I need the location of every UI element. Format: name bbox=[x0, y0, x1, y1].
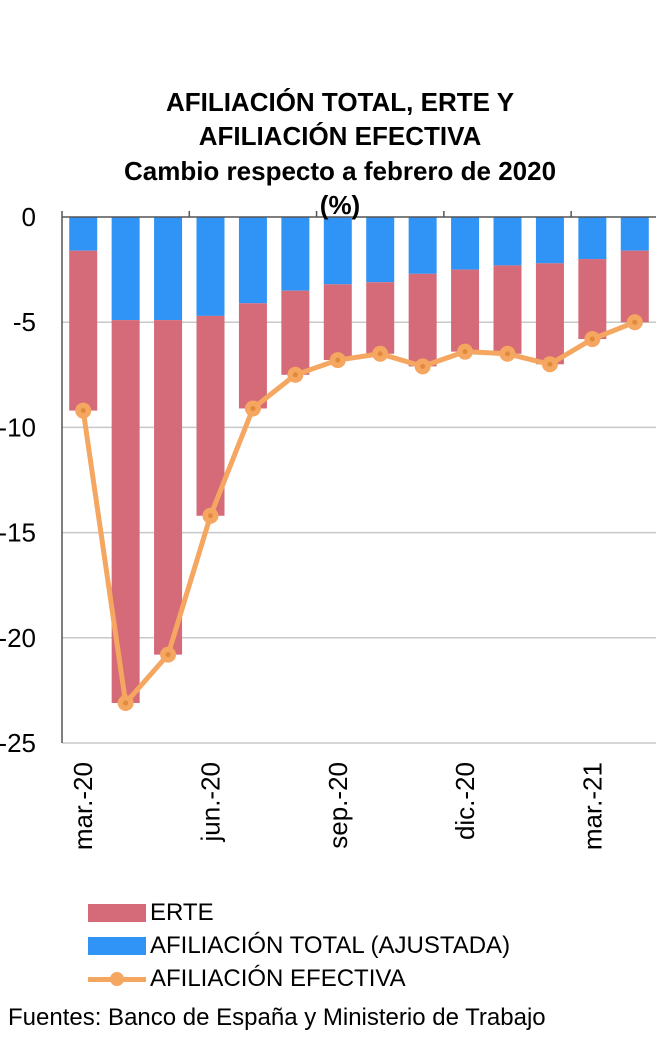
legend: ERTE AFILIACIÓN TOTAL (AJUSTADA) AFILIAC… bbox=[88, 896, 510, 995]
title-line-2: AFILIACIÓN EFECTIVA bbox=[199, 121, 482, 151]
gridlines bbox=[62, 321, 656, 744]
chart-title: AFILIACIÓN TOTAL, ERTE Y AFILIACIÓN EFEC… bbox=[124, 87, 556, 220]
point-center bbox=[547, 361, 553, 367]
point-center bbox=[632, 319, 638, 325]
point-center bbox=[208, 513, 213, 519]
bar-erte bbox=[366, 282, 395, 354]
bar-afiliacion-total bbox=[578, 217, 607, 260]
point-center bbox=[80, 408, 86, 414]
legend-item-erte: ERTE bbox=[88, 896, 510, 929]
x-tick-label: jun.-20 bbox=[196, 762, 226, 843]
legend-item-afiliacion-total: AFILIACIÓN TOTAL (AJUSTADA) bbox=[88, 929, 510, 962]
x-tick-label: mar.-21 bbox=[577, 762, 607, 850]
legend-label-afiliacion-total: AFILIACIÓN TOTAL (AJUSTADA) bbox=[150, 931, 511, 959]
bar-afiliacion-total bbox=[451, 217, 480, 270]
legend-swatch-afiliacion-efectiva bbox=[88, 970, 146, 988]
bars bbox=[69, 217, 649, 704]
point-center bbox=[377, 351, 383, 357]
bar-afiliacion-total bbox=[493, 217, 522, 266]
bar-erte bbox=[238, 303, 267, 409]
source-note: Fuentes: Banco de España y Ministerio de… bbox=[8, 1004, 546, 1031]
point-center bbox=[462, 349, 468, 355]
legend-label-afiliacion-efectiva: AFILIACIÓN EFECTIVA bbox=[150, 964, 406, 992]
bar-afiliacion-total bbox=[281, 217, 310, 291]
point-center bbox=[123, 700, 129, 706]
y-tick-label: -10 bbox=[0, 412, 36, 442]
bar-erte bbox=[493, 265, 522, 354]
bar-afiliacion-total bbox=[196, 217, 225, 316]
y-tick-label: -25 bbox=[0, 728, 36, 758]
point-center bbox=[250, 405, 256, 411]
x-tick-label: dic.-20 bbox=[450, 762, 480, 840]
bar-erte bbox=[451, 269, 480, 352]
point-center bbox=[165, 652, 171, 658]
y-tick-label: -15 bbox=[0, 518, 36, 548]
y-tick-label: 0 bbox=[22, 202, 36, 232]
bar-erte bbox=[620, 250, 649, 323]
axes bbox=[61, 211, 656, 743]
point-center bbox=[335, 357, 341, 363]
point-center bbox=[420, 363, 426, 369]
bar-erte bbox=[535, 263, 564, 365]
x-tick-labels: mar.-20 jun.-20 sep.-20 dic.-20 mar.-21 bbox=[68, 762, 607, 850]
bar-afiliacion-total bbox=[111, 217, 140, 321]
bar-erte bbox=[69, 250, 98, 411]
bar-erte bbox=[196, 315, 225, 516]
legend-swatch-erte bbox=[88, 903, 146, 922]
bar-afiliacion-total bbox=[323, 217, 352, 285]
bar-afiliacion-total bbox=[620, 217, 649, 251]
legend-item-afiliacion-efectiva: AFILIACIÓN EFECTIVA bbox=[88, 962, 510, 995]
bar-afiliacion-total bbox=[69, 217, 98, 251]
bar-afiliacion-total bbox=[154, 217, 183, 321]
bar-afiliacion-total bbox=[408, 217, 437, 274]
point-center bbox=[292, 372, 298, 378]
title-line-3: Cambio respecto a febrero de 2020 bbox=[124, 156, 556, 186]
legend-swatch-afiliacion-total bbox=[88, 936, 146, 955]
bar-erte bbox=[408, 273, 437, 367]
bar-afiliacion-total bbox=[238, 217, 267, 304]
bar-erte bbox=[323, 284, 352, 361]
x-tick-label: sep.-20 bbox=[323, 762, 353, 849]
y-tick-labels: 0 -5 -10 -15 -20 -25 bbox=[0, 202, 36, 758]
efectiva-line bbox=[75, 314, 643, 712]
title-line-4: (%) bbox=[320, 190, 360, 220]
title-line-1: AFILIACIÓN TOTAL, ERTE Y bbox=[166, 87, 514, 117]
bar-afiliacion-total bbox=[366, 217, 395, 283]
bar-afiliacion-total bbox=[535, 217, 564, 264]
point-center bbox=[589, 336, 595, 342]
x-tick-label: mar.-20 bbox=[68, 762, 98, 850]
y-tick-label: -20 bbox=[0, 623, 36, 653]
bar-erte bbox=[281, 290, 310, 375]
point-center bbox=[505, 351, 510, 357]
y-tick-label: -5 bbox=[13, 307, 36, 337]
legend-label-erte: ERTE bbox=[150, 898, 214, 926]
bar-erte bbox=[578, 259, 607, 340]
bar-erte bbox=[154, 320, 183, 655]
